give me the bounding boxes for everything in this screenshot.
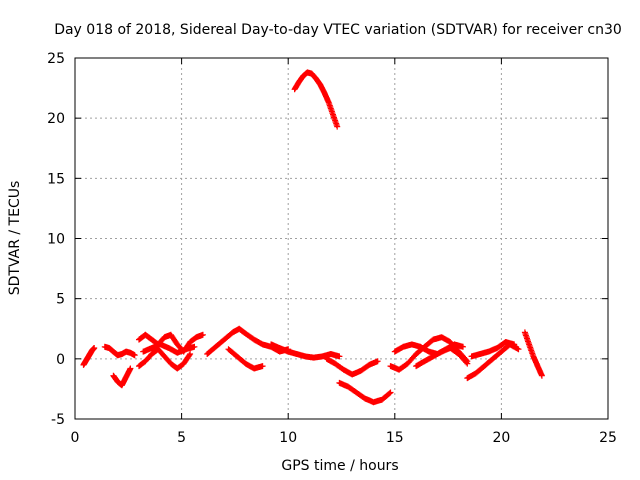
series-track-f xyxy=(140,341,198,356)
chart-title: Day 018 of 2018, Sidereal Day-to-day VTE… xyxy=(54,22,622,38)
y-tick-label: 20 xyxy=(47,111,65,127)
data-marker-track-e xyxy=(136,346,194,372)
data-marker-track-j xyxy=(291,69,341,130)
x-tick-label: 10 xyxy=(279,430,297,446)
x-tick-label: 15 xyxy=(386,430,404,446)
y-tick-label: 5 xyxy=(56,292,65,308)
data-marker-track-f xyxy=(140,341,198,356)
series-track-c xyxy=(110,365,134,389)
x-tick-label: 25 xyxy=(599,430,617,446)
y-tick-label: 10 xyxy=(47,232,65,248)
data-marker-track-r xyxy=(521,329,545,379)
series-track-l xyxy=(336,379,394,406)
y-tick-label: -5 xyxy=(51,412,65,428)
series-track-k xyxy=(323,355,381,378)
data-marker-track-a xyxy=(80,345,98,368)
y-tick-label: 0 xyxy=(56,352,65,368)
data-marker-track-l xyxy=(336,379,394,406)
series-track-i xyxy=(268,341,343,361)
grid-lines xyxy=(75,58,608,419)
data-marker-track-c xyxy=(110,365,134,389)
data-marker-track-o xyxy=(413,345,471,370)
series-track-g xyxy=(204,325,292,357)
series-track-h xyxy=(225,346,266,372)
series-track-q xyxy=(468,339,518,360)
series-track-b xyxy=(101,343,138,359)
x-axis-label: GPS time / hours xyxy=(281,458,398,474)
y-axis-label: SDTVAR / TECUs xyxy=(7,181,23,296)
series-track-a xyxy=(80,345,98,368)
y-tick-label: 25 xyxy=(47,51,65,67)
data-points xyxy=(80,69,545,406)
data-marker-track-k xyxy=(323,355,381,378)
series-track-o xyxy=(413,345,471,370)
data-marker-track-b xyxy=(101,343,138,359)
data-marker-track-i xyxy=(268,341,343,361)
series-track-r xyxy=(521,329,545,379)
series-track-e xyxy=(136,346,194,372)
y-tick-label: 15 xyxy=(47,171,65,187)
data-marker-track-q xyxy=(468,339,518,360)
data-marker-track-h xyxy=(225,346,266,372)
x-tick-label: 20 xyxy=(492,430,510,446)
axis-ticks: 0 5 10 15 20 25 -5 0 5 10 15 20 25 xyxy=(47,51,617,446)
data-marker-track-g xyxy=(204,325,292,357)
x-tick-label: 0 xyxy=(71,430,80,446)
series-track-j xyxy=(291,69,341,130)
x-tick-label: 5 xyxy=(177,430,186,446)
